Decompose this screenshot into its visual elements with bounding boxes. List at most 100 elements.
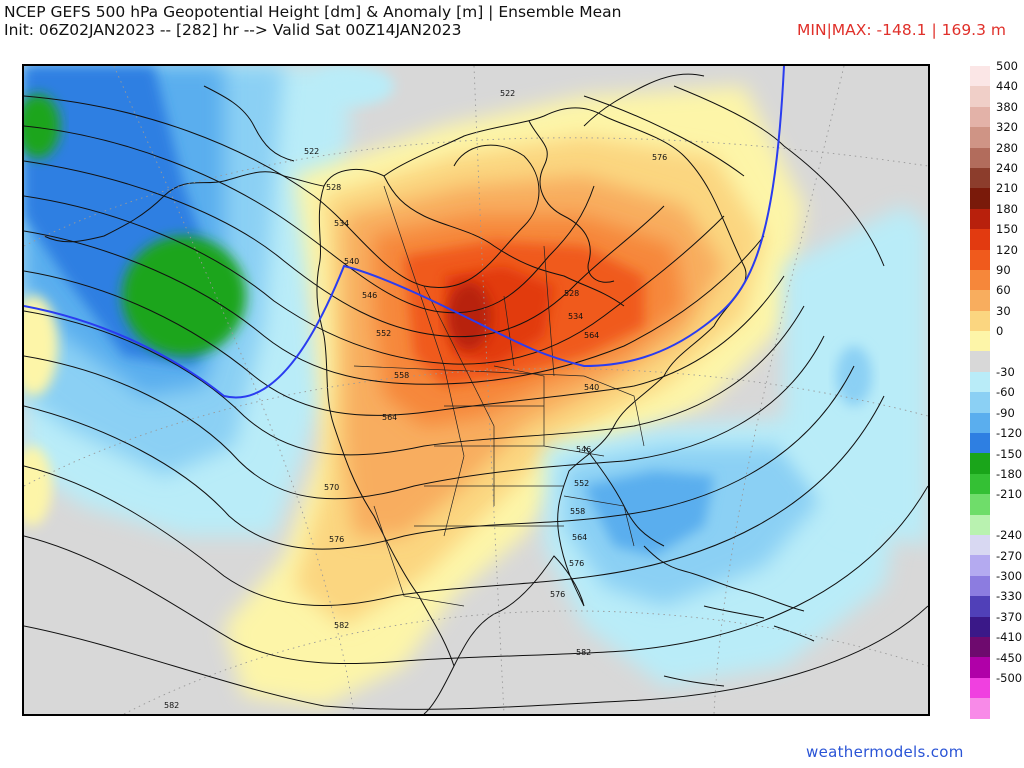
colorbar-swatch xyxy=(970,229,990,250)
map-title: NCEP GEFS 500 hPa Geopotential Height [d… xyxy=(4,3,622,21)
contour-label: 522 xyxy=(304,147,319,156)
contour-label: 540 xyxy=(344,257,359,266)
min-max-readout: MIN|MAX: -148.1 | 169.3 m xyxy=(797,21,1006,39)
colorbar-swatch xyxy=(970,371,990,393)
contour-label: 564 xyxy=(584,331,599,340)
colorbar-swatch xyxy=(970,392,990,413)
colorbar-label: -240 xyxy=(996,528,1023,543)
colorbar-swatch xyxy=(970,534,990,556)
contour-label: 576 xyxy=(652,153,667,162)
colorbar-swatch xyxy=(970,188,990,209)
graticule xyxy=(24,66,928,714)
colorbar-swatch xyxy=(970,351,990,372)
contour-label: 570 xyxy=(324,483,339,492)
contour-label: 576 xyxy=(329,535,344,544)
colorbar-label: 120 xyxy=(996,242,1018,257)
contour-label: 564 xyxy=(382,413,397,422)
contour-label: 546 xyxy=(576,445,591,454)
contour-label: 582 xyxy=(164,701,179,710)
colorbar-swatch xyxy=(970,412,990,434)
colorbar-swatch xyxy=(970,657,990,678)
contour-label: 558 xyxy=(570,507,585,516)
contour-label: 546 xyxy=(362,291,377,300)
colorbar-swatch xyxy=(970,677,990,699)
colorbar-swatch xyxy=(970,636,990,658)
colorbar xyxy=(970,66,990,719)
colorbar-swatch xyxy=(970,208,990,230)
colorbar-label: -180 xyxy=(996,467,1023,481)
contour-label: 582 xyxy=(576,648,591,657)
colorbar-label: 0 xyxy=(996,324,1004,339)
colorbar-label: -300 xyxy=(996,569,1023,583)
colorbar-label: -500 xyxy=(996,671,1023,685)
colorbar-swatch xyxy=(970,494,990,515)
colorbar-swatch xyxy=(970,147,990,168)
contour-label: 528 xyxy=(564,289,579,298)
colorbar-label: 210 xyxy=(996,181,1018,196)
colorbar-label: -210 xyxy=(996,487,1023,502)
colorbar-swatch xyxy=(970,453,990,474)
colorbar-swatch xyxy=(970,575,990,597)
colorbar-label: -60 xyxy=(996,385,1015,400)
colorbar-label: -370 xyxy=(996,609,1023,624)
colorbar-swatch xyxy=(970,596,990,617)
colorbar-label: -90 xyxy=(996,405,1015,420)
colorbar-label: 320 xyxy=(996,120,1018,135)
contour-label: 576 xyxy=(550,590,565,599)
colorbar-swatch xyxy=(970,473,990,495)
colorbar-label: 240 xyxy=(996,161,1018,175)
colorbar-swatch xyxy=(970,331,990,352)
colorbar-swatch xyxy=(970,555,990,576)
contour-label: 576 xyxy=(569,559,584,568)
anomaly-map: 522 528 534 540 546 552 558 564 570 576 … xyxy=(24,66,928,714)
colorbar-label: -330 xyxy=(996,589,1023,604)
colorbar-label: 440 xyxy=(996,79,1018,94)
height-contours xyxy=(24,85,928,710)
colorbar-swatch xyxy=(970,616,990,637)
colorbar-label: -30 xyxy=(996,365,1015,379)
contour-label: 564 xyxy=(572,533,587,542)
colorbar-swatch xyxy=(970,127,990,148)
colorbar-label: 500 xyxy=(996,59,1018,73)
contour-labels: 522 528 534 540 546 552 558 564 570 576 … xyxy=(164,89,667,710)
colorbar-label: -410 xyxy=(996,630,1023,645)
colorbar-label: 150 xyxy=(996,222,1018,237)
contour-label: 558 xyxy=(394,371,409,380)
map-panel[interactable]: 522 528 534 540 546 552 558 564 570 576 … xyxy=(22,64,930,716)
colorbar-label: 180 xyxy=(996,201,1018,216)
contour-label: 528 xyxy=(326,183,341,192)
colorbar-swatch xyxy=(970,106,990,128)
colorbar-swatch xyxy=(970,290,990,311)
colorbar-swatch xyxy=(970,66,990,87)
credit-link[interactable]: weathermodels.com xyxy=(806,743,964,761)
colorbar-swatch xyxy=(970,433,990,454)
colorbar-label: -120 xyxy=(996,426,1023,441)
colorbar-swatch xyxy=(970,514,990,535)
colorbar-label: -450 xyxy=(996,650,1023,665)
colorbar-label: 90 xyxy=(996,263,1011,277)
colorbar-swatch xyxy=(970,310,990,332)
contour-label: 534 xyxy=(568,312,583,321)
colorbar-swatch xyxy=(970,249,990,270)
colorbar-label: 60 xyxy=(996,283,1011,298)
contour-540-highlight xyxy=(24,66,785,399)
anomaly-shading xyxy=(24,66,928,714)
colorbar-swatch xyxy=(970,167,990,189)
colorbar-label: -150 xyxy=(996,446,1023,461)
map-subtitle: Init: 06Z02JAN2023 -- [282] hr --> Valid… xyxy=(4,21,462,39)
colorbar-label: 280 xyxy=(996,140,1018,155)
contour-label: 582 xyxy=(334,621,349,630)
colorbar-label: 30 xyxy=(996,303,1011,318)
colorbar-swatch xyxy=(970,86,990,107)
state-borders xyxy=(353,185,645,607)
contour-label: 534 xyxy=(334,219,349,228)
colorbar-swatch xyxy=(970,698,990,719)
colorbar-swatch xyxy=(970,269,990,291)
contour-label: 552 xyxy=(574,479,589,488)
contour-label: 522 xyxy=(500,89,515,98)
colorbar-label: 380 xyxy=(996,99,1018,114)
coastlines xyxy=(43,73,815,714)
contour-label: 552 xyxy=(376,329,391,338)
contour-label: 540 xyxy=(584,383,599,392)
colorbar-label: -270 xyxy=(996,548,1023,563)
